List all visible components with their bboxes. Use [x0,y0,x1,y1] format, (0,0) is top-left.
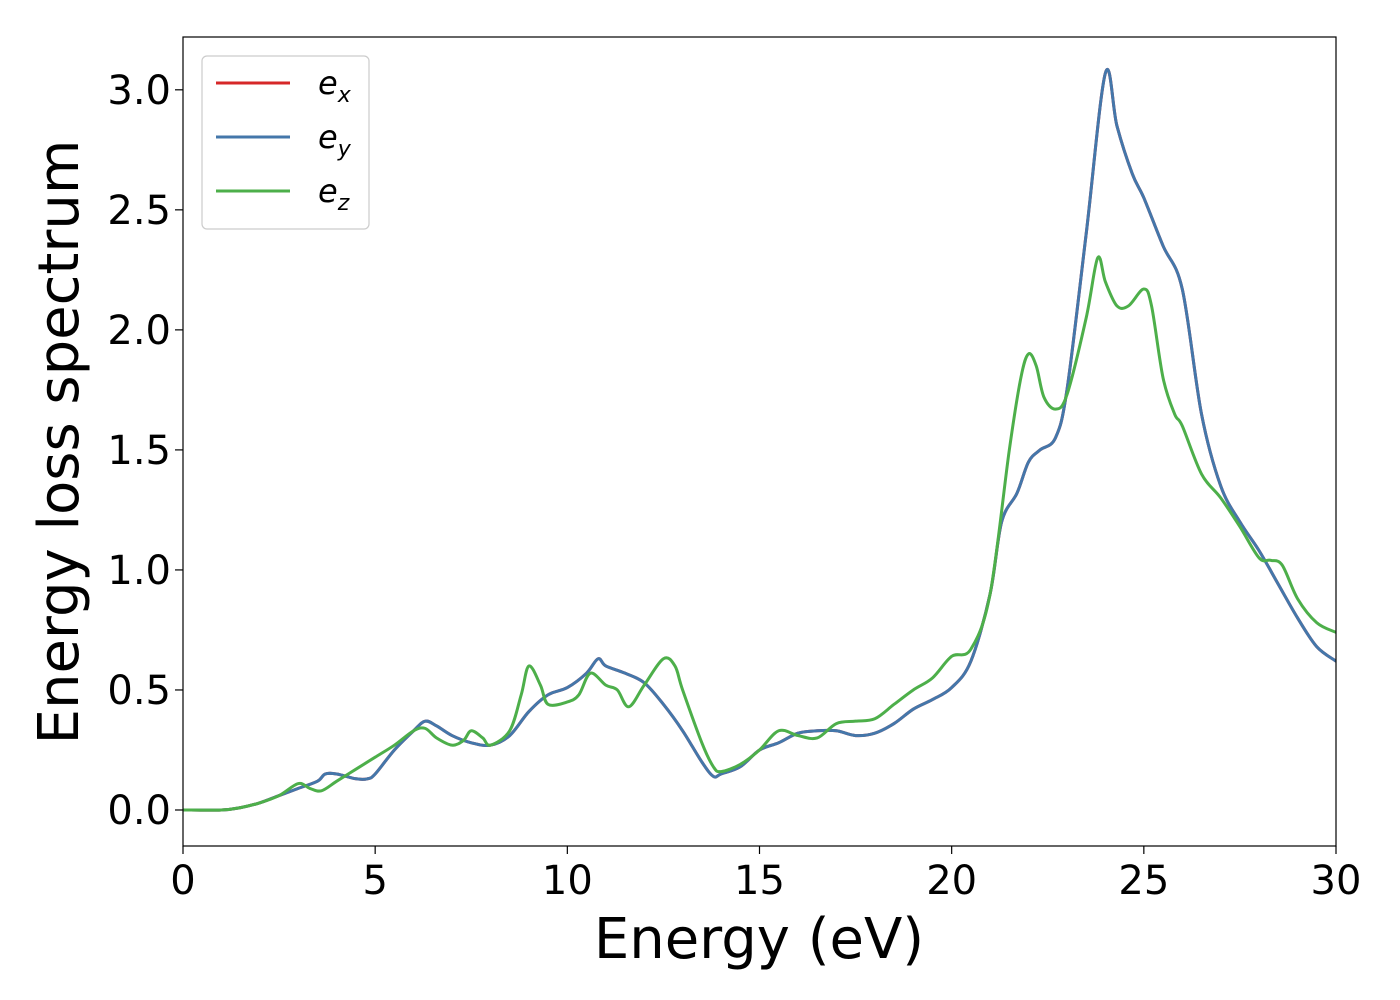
y-tick-label: 0.5 [107,668,171,714]
legend-box [201,55,370,230]
legend-entry-label: ey [318,118,352,162]
x-tick-label: 30 [1311,858,1362,904]
series-line-e-y [183,68,1336,812]
x-tick-label: 25 [1118,858,1169,904]
y-tick-label: 2.5 [107,188,171,234]
x-tick-label: 0 [170,858,195,904]
y-tick-label: 1.0 [107,548,171,594]
x-axis-label: Energy (eV) [594,907,924,972]
y-axis-ticks: 0.0 0.5 1.0 1.5 2.0 2.5 3.0 [107,68,183,834]
x-axis-ticks: 0 5 10 15 20 25 30 [170,846,1361,904]
legend: ex ey ez [201,55,370,230]
x-tick-label: 5 [362,858,387,904]
y-tick-label: 3.0 [107,68,171,114]
plot-area [183,37,1336,846]
series-line-e-z [183,255,1336,812]
x-tick-label: 10 [542,858,593,904]
y-tick-label: 2.0 [107,308,171,354]
legend-entry-label: ez [318,172,350,216]
series-layer [183,68,1336,812]
y-axis-label: Energy loss spectrum [27,140,92,745]
x-tick-label: 15 [734,858,785,904]
legend-entry-label: ex [318,64,352,108]
y-tick-label: 1.5 [107,428,171,474]
y-tick-label: 0.0 [107,788,171,834]
x-tick-label: 20 [926,858,977,904]
